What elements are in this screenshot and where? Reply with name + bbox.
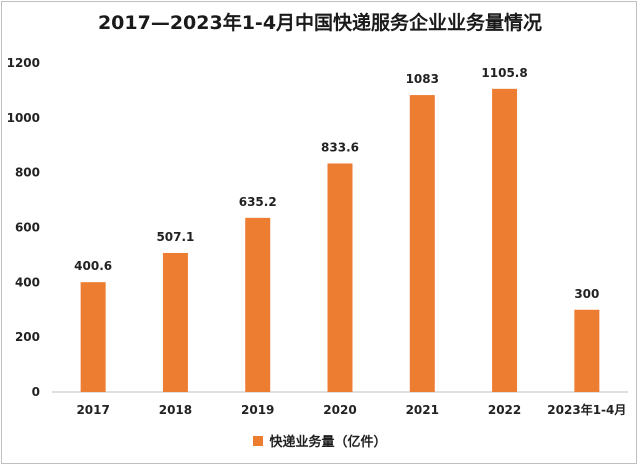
y-tick-label: 1200 bbox=[7, 56, 40, 70]
bar bbox=[80, 282, 106, 392]
x-tick-label: 2021 bbox=[406, 403, 439, 417]
x-tick-label: 2020 bbox=[323, 403, 356, 417]
y-tick-label: 600 bbox=[15, 221, 40, 235]
x-tick-label: 2023年1-4月 bbox=[547, 402, 626, 417]
bar bbox=[492, 88, 518, 392]
data-label: 300 bbox=[574, 287, 599, 301]
x-tick-label: 2022 bbox=[488, 403, 521, 417]
y-tick-label: 0 bbox=[32, 385, 40, 399]
data-label: 1083 bbox=[406, 72, 439, 86]
bar bbox=[162, 252, 188, 392]
chart-title: 2017—2023年1-4月中国快递服务企业业务量情况 bbox=[97, 12, 543, 34]
x-tick-label: 2018 bbox=[159, 403, 192, 417]
data-labels-group: 400.6 507.1 635.2 833.6 1083 1105.8 300 bbox=[74, 66, 599, 301]
y-tick-label: 800 bbox=[15, 166, 40, 180]
bar bbox=[245, 217, 271, 392]
data-label: 635.2 bbox=[239, 195, 277, 209]
legend-label: 快递业务量（亿件） bbox=[269, 435, 387, 450]
y-tick-label: 200 bbox=[15, 330, 40, 344]
bar bbox=[574, 309, 600, 392]
legend: 快递业务量（亿件） bbox=[0, 431, 640, 450]
x-axis: 2017 2018 2019 2020 2021 2022 2023年1-4月 bbox=[76, 402, 626, 417]
bars-group bbox=[80, 88, 600, 392]
data-label: 833.6 bbox=[321, 140, 359, 154]
bar bbox=[327, 163, 353, 392]
data-label: 1105.8 bbox=[481, 66, 527, 80]
data-label: 400.6 bbox=[74, 259, 112, 273]
y-axis: 0 200 400 600 800 1000 1200 bbox=[7, 56, 40, 399]
y-tick-label: 1000 bbox=[7, 111, 40, 125]
data-label: 507.1 bbox=[156, 230, 194, 244]
y-tick-label: 400 bbox=[15, 275, 40, 289]
bar bbox=[409, 95, 435, 392]
legend-swatch bbox=[253, 435, 264, 446]
x-tick-label: 2017 bbox=[76, 403, 109, 417]
x-tick-label: 2019 bbox=[241, 403, 274, 417]
